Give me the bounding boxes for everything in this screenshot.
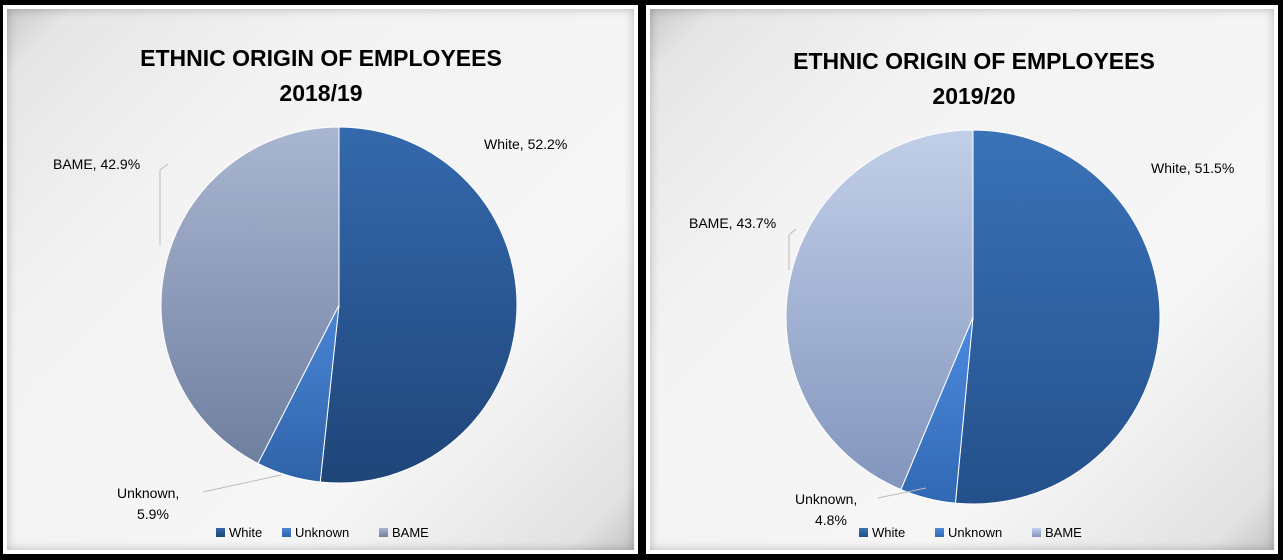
- pie-slice-white: [954, 129, 1161, 505]
- chart-subtitle: 2019/20: [932, 83, 1015, 109]
- legend-swatch-white: [216, 528, 225, 537]
- chart-panel-2018-19: ETHNIC ORIGIN OF EMPLOYEES 2018/19 White…: [2, 4, 639, 555]
- data-label-bame: BAME, 42.9%: [53, 156, 140, 172]
- legend-label-white: White: [872, 525, 905, 540]
- legend-label-unknown: Unknown: [948, 525, 1002, 540]
- data-label-unknown-pct: 4.8%: [815, 512, 847, 528]
- data-label-bame: BAME, 43.7%: [689, 215, 776, 231]
- pie-slice-bame: [160, 126, 340, 465]
- data-label-unknown: Unknown,: [795, 491, 857, 507]
- chart-title: ETHNIC ORIGIN OF EMPLOYEES: [140, 45, 502, 71]
- data-label-unknown: Unknown,: [117, 485, 179, 501]
- leader-line-unknown: [877, 487, 927, 499]
- pie-chart-2019-20: ETHNIC ORIGIN OF EMPLOYEES 2019/20 White…: [689, 48, 1234, 540]
- data-label-white: White, 52.2%: [484, 136, 567, 152]
- legend-swatch-bame: [1032, 528, 1041, 537]
- pie-slice-bame: [785, 129, 974, 491]
- legend-label-bame: BAME: [392, 525, 429, 540]
- pie-chart-2018-19: ETHNIC ORIGIN OF EMPLOYEES 2018/19 White…: [53, 45, 567, 540]
- legend: White Unknown BAME: [216, 525, 429, 540]
- data-label-white: White, 51.5%: [1151, 160, 1234, 176]
- legend: White Unknown BAME: [859, 525, 1082, 540]
- pie-slice-white: [319, 126, 518, 484]
- legend-label-white: White: [229, 525, 262, 540]
- legend-swatch-unknown: [935, 528, 944, 537]
- legend-label-bame: BAME: [1045, 525, 1082, 540]
- pie-slices: [785, 129, 1161, 505]
- leader-line-unknown: [202, 474, 282, 493]
- leader-line-bame: [159, 163, 169, 171]
- legend-label-unknown: Unknown: [295, 525, 349, 540]
- chart-subtitle: 2018/19: [279, 80, 362, 106]
- data-label-unknown-pct: 5.9%: [137, 506, 169, 522]
- legend-swatch-white: [859, 528, 868, 537]
- chart-panel-2019-20: ETHNIC ORIGIN OF EMPLOYEES 2019/20 White…: [645, 4, 1279, 555]
- legend-swatch-unknown: [282, 528, 291, 537]
- chart-title: ETHNIC ORIGIN OF EMPLOYEES: [793, 48, 1155, 74]
- pie-slices: [160, 126, 518, 484]
- legend-swatch-bame: [379, 528, 388, 537]
- leader-line-bame: [788, 228, 797, 236]
